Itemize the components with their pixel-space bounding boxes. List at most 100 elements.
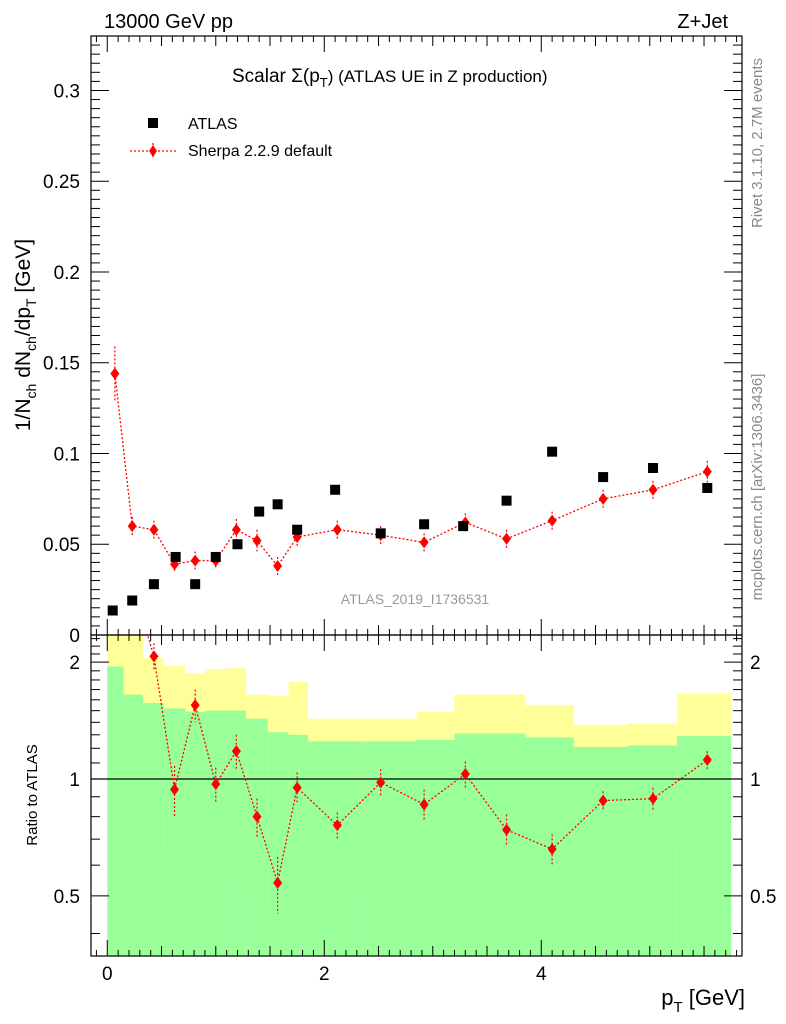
ratio-point — [702, 753, 712, 766]
y-axis-label-main: 1/Nch dNch/dpT [GeV] — [12, 239, 39, 431]
x-tick-label: 4 — [536, 964, 547, 985]
atlas-point — [292, 524, 303, 535]
atlas-point — [254, 506, 265, 517]
y-tick-label-main: 0.3 — [54, 81, 80, 102]
atlas-point — [598, 472, 609, 483]
atlas-point — [419, 519, 430, 530]
y-tick-label-main: 0 — [69, 626, 80, 647]
y-tick-label-main: 0.1 — [54, 444, 80, 465]
ratio-point — [502, 823, 512, 836]
x-tick-label: 2 — [319, 964, 330, 985]
ratio-point — [460, 768, 470, 781]
atlas-point — [210, 551, 221, 562]
axes: 0 2 4 0 0.05 0.1 0.15 0.2 0.25 0.3 0.5 0.5 1 1 2 2 — [43, 35, 776, 985]
rivet-version-label: Rivet 3.1.10, 2.7M events — [749, 58, 766, 228]
plot-title: Scalar Σ(pT) (ATLAS UE in Z production) — [232, 66, 548, 90]
ratio-point — [252, 810, 262, 823]
band-inner-bin — [185, 711, 205, 956]
sherpa-point — [190, 554, 200, 567]
atlas-point — [272, 499, 283, 510]
ratio-point — [149, 650, 159, 663]
ratio-point — [376, 776, 386, 789]
band-inner-bin — [226, 710, 247, 956]
y-tick-label-main: 0.2 — [54, 263, 80, 284]
sherpa-point — [332, 523, 342, 536]
band-inner-bin — [362, 741, 417, 956]
sherpa-point — [502, 532, 512, 545]
band-inner-bin — [107, 666, 124, 956]
y-tick-label-ratio: 0.5 — [54, 887, 80, 908]
sherpa-point — [127, 520, 137, 533]
ratio-point — [419, 798, 429, 811]
sherpa-point — [598, 492, 608, 505]
atlas-point — [190, 579, 201, 590]
sherpa-line — [114, 373, 708, 568]
atlas-point — [375, 528, 386, 539]
y-tick-label-ratio-right: 1 — [750, 770, 761, 791]
atlas-point — [648, 463, 659, 474]
atlas-point — [330, 484, 341, 495]
sherpa-point — [149, 523, 159, 536]
sherpa-point — [231, 523, 241, 536]
legend-atlas-marker — [148, 118, 158, 128]
ratio-point — [292, 781, 302, 794]
band-inner-bin — [143, 702, 164, 956]
atlas-point — [547, 446, 558, 457]
x-axis-label: pT [GeV] — [661, 985, 745, 1016]
band-inner-bin — [573, 746, 629, 956]
sherpa-point — [547, 514, 557, 527]
y-tick-label-ratio-right: 0.5 — [750, 887, 776, 908]
ratio-panel-marks — [91, 635, 742, 914]
band-inner-bin — [123, 694, 144, 956]
band-inner-bin — [204, 710, 227, 956]
atlas-point — [458, 521, 469, 532]
legend-atlas-label: ATLAS — [188, 116, 238, 133]
atlas-point — [127, 595, 138, 606]
atlas-point — [148, 579, 159, 590]
ratio-panel-frame — [90, 634, 743, 957]
header-right-label: Z+Jet — [677, 11, 728, 33]
ratio-point — [332, 819, 342, 832]
atlas-point — [107, 605, 118, 616]
atlas-point — [501, 495, 512, 506]
sherpa-point — [419, 536, 429, 549]
band-inner-bin — [308, 741, 363, 956]
legend-sherpa-marker — [149, 145, 157, 157]
band-inner-bin — [246, 718, 268, 956]
atlas-point — [232, 539, 243, 550]
analysis-id-watermark: ATLAS_2019_I1736531 — [341, 591, 490, 607]
y-tick-label-ratio: 1 — [69, 770, 80, 791]
atlas-point — [702, 482, 713, 493]
ratio-point — [211, 778, 221, 791]
legend-sherpa-label: Sherpa 2.2.9 default — [188, 143, 333, 160]
band-inner-bin — [628, 745, 677, 956]
sherpa-point — [252, 534, 262, 547]
ratio-point — [190, 699, 200, 712]
y-tick-label-main: 0.25 — [43, 172, 80, 193]
ratio-point — [170, 783, 180, 796]
sherpa-point — [648, 483, 658, 496]
sherpa-point — [702, 465, 712, 478]
ratio-point — [273, 876, 283, 889]
band-inner-bin — [163, 708, 186, 956]
main-panel-marks — [107, 346, 713, 616]
ratio-point — [231, 745, 241, 758]
ratio-uncertainty-bands — [107, 635, 732, 956]
header-left-label: 13000 GeV pp — [104, 11, 233, 33]
legend: ATLAS Sherpa 2.2.9 default — [130, 116, 333, 160]
band-inner-bin — [416, 740, 455, 956]
y-tick-label-ratio-right: 2 — [750, 653, 761, 674]
x-tick-label: 0 — [102, 964, 113, 985]
mcplots-label: mcplots.cern.ch [arXiv:1306.3436] — [749, 374, 766, 601]
band-inner-bin — [267, 732, 289, 956]
y-axis-label-ratio: Ratio to ATLAS — [24, 744, 41, 845]
ratio-point — [547, 843, 557, 856]
sherpa-point — [110, 367, 120, 380]
band-inner-bin — [676, 736, 732, 956]
band-inner-bin — [288, 734, 308, 956]
ratio-point — [648, 792, 658, 805]
atlas-point — [170, 551, 181, 562]
y-tick-label-main: 0.05 — [43, 535, 80, 556]
sherpa-point — [273, 560, 283, 573]
